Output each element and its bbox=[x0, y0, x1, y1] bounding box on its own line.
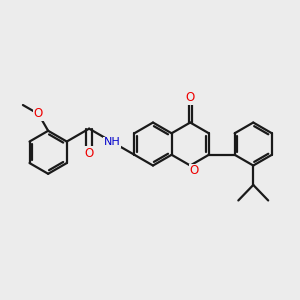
Text: O: O bbox=[85, 147, 94, 160]
Text: O: O bbox=[34, 107, 43, 121]
Text: NH: NH bbox=[104, 137, 121, 147]
Text: O: O bbox=[189, 164, 198, 177]
Text: O: O bbox=[186, 91, 195, 104]
